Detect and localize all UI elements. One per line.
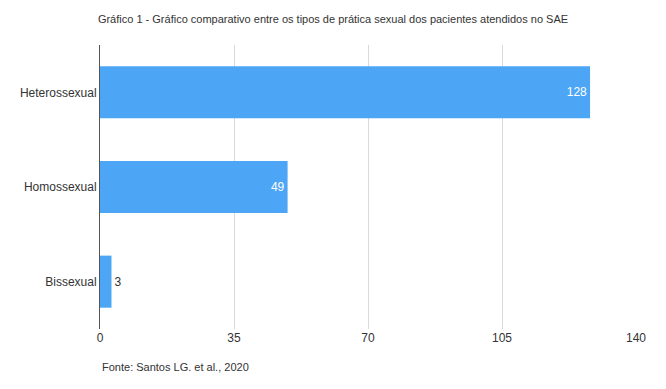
svg-text:70: 70: [361, 331, 375, 345]
svg-text:Fonte: Santos LG. et al., 2020: Fonte: Santos LG. et al., 2020: [102, 361, 249, 373]
svg-text:Bissexual: Bissexual: [45, 275, 96, 289]
svg-text:140: 140: [626, 331, 646, 345]
svg-text:35: 35: [227, 331, 241, 345]
svg-text:105: 105: [492, 331, 512, 345]
svg-text:49: 49: [271, 180, 285, 194]
svg-text:Gráfico 1 - Gráfico comparativ: Gráfico 1 - Gráfico comparativo entre os…: [98, 13, 568, 25]
svg-text:3: 3: [114, 275, 121, 289]
svg-text:128: 128: [567, 85, 587, 99]
svg-text:Homossexual: Homossexual: [24, 180, 97, 194]
svg-text:Heterossexual: Heterossexual: [20, 86, 97, 100]
svg-text:0: 0: [97, 331, 104, 345]
